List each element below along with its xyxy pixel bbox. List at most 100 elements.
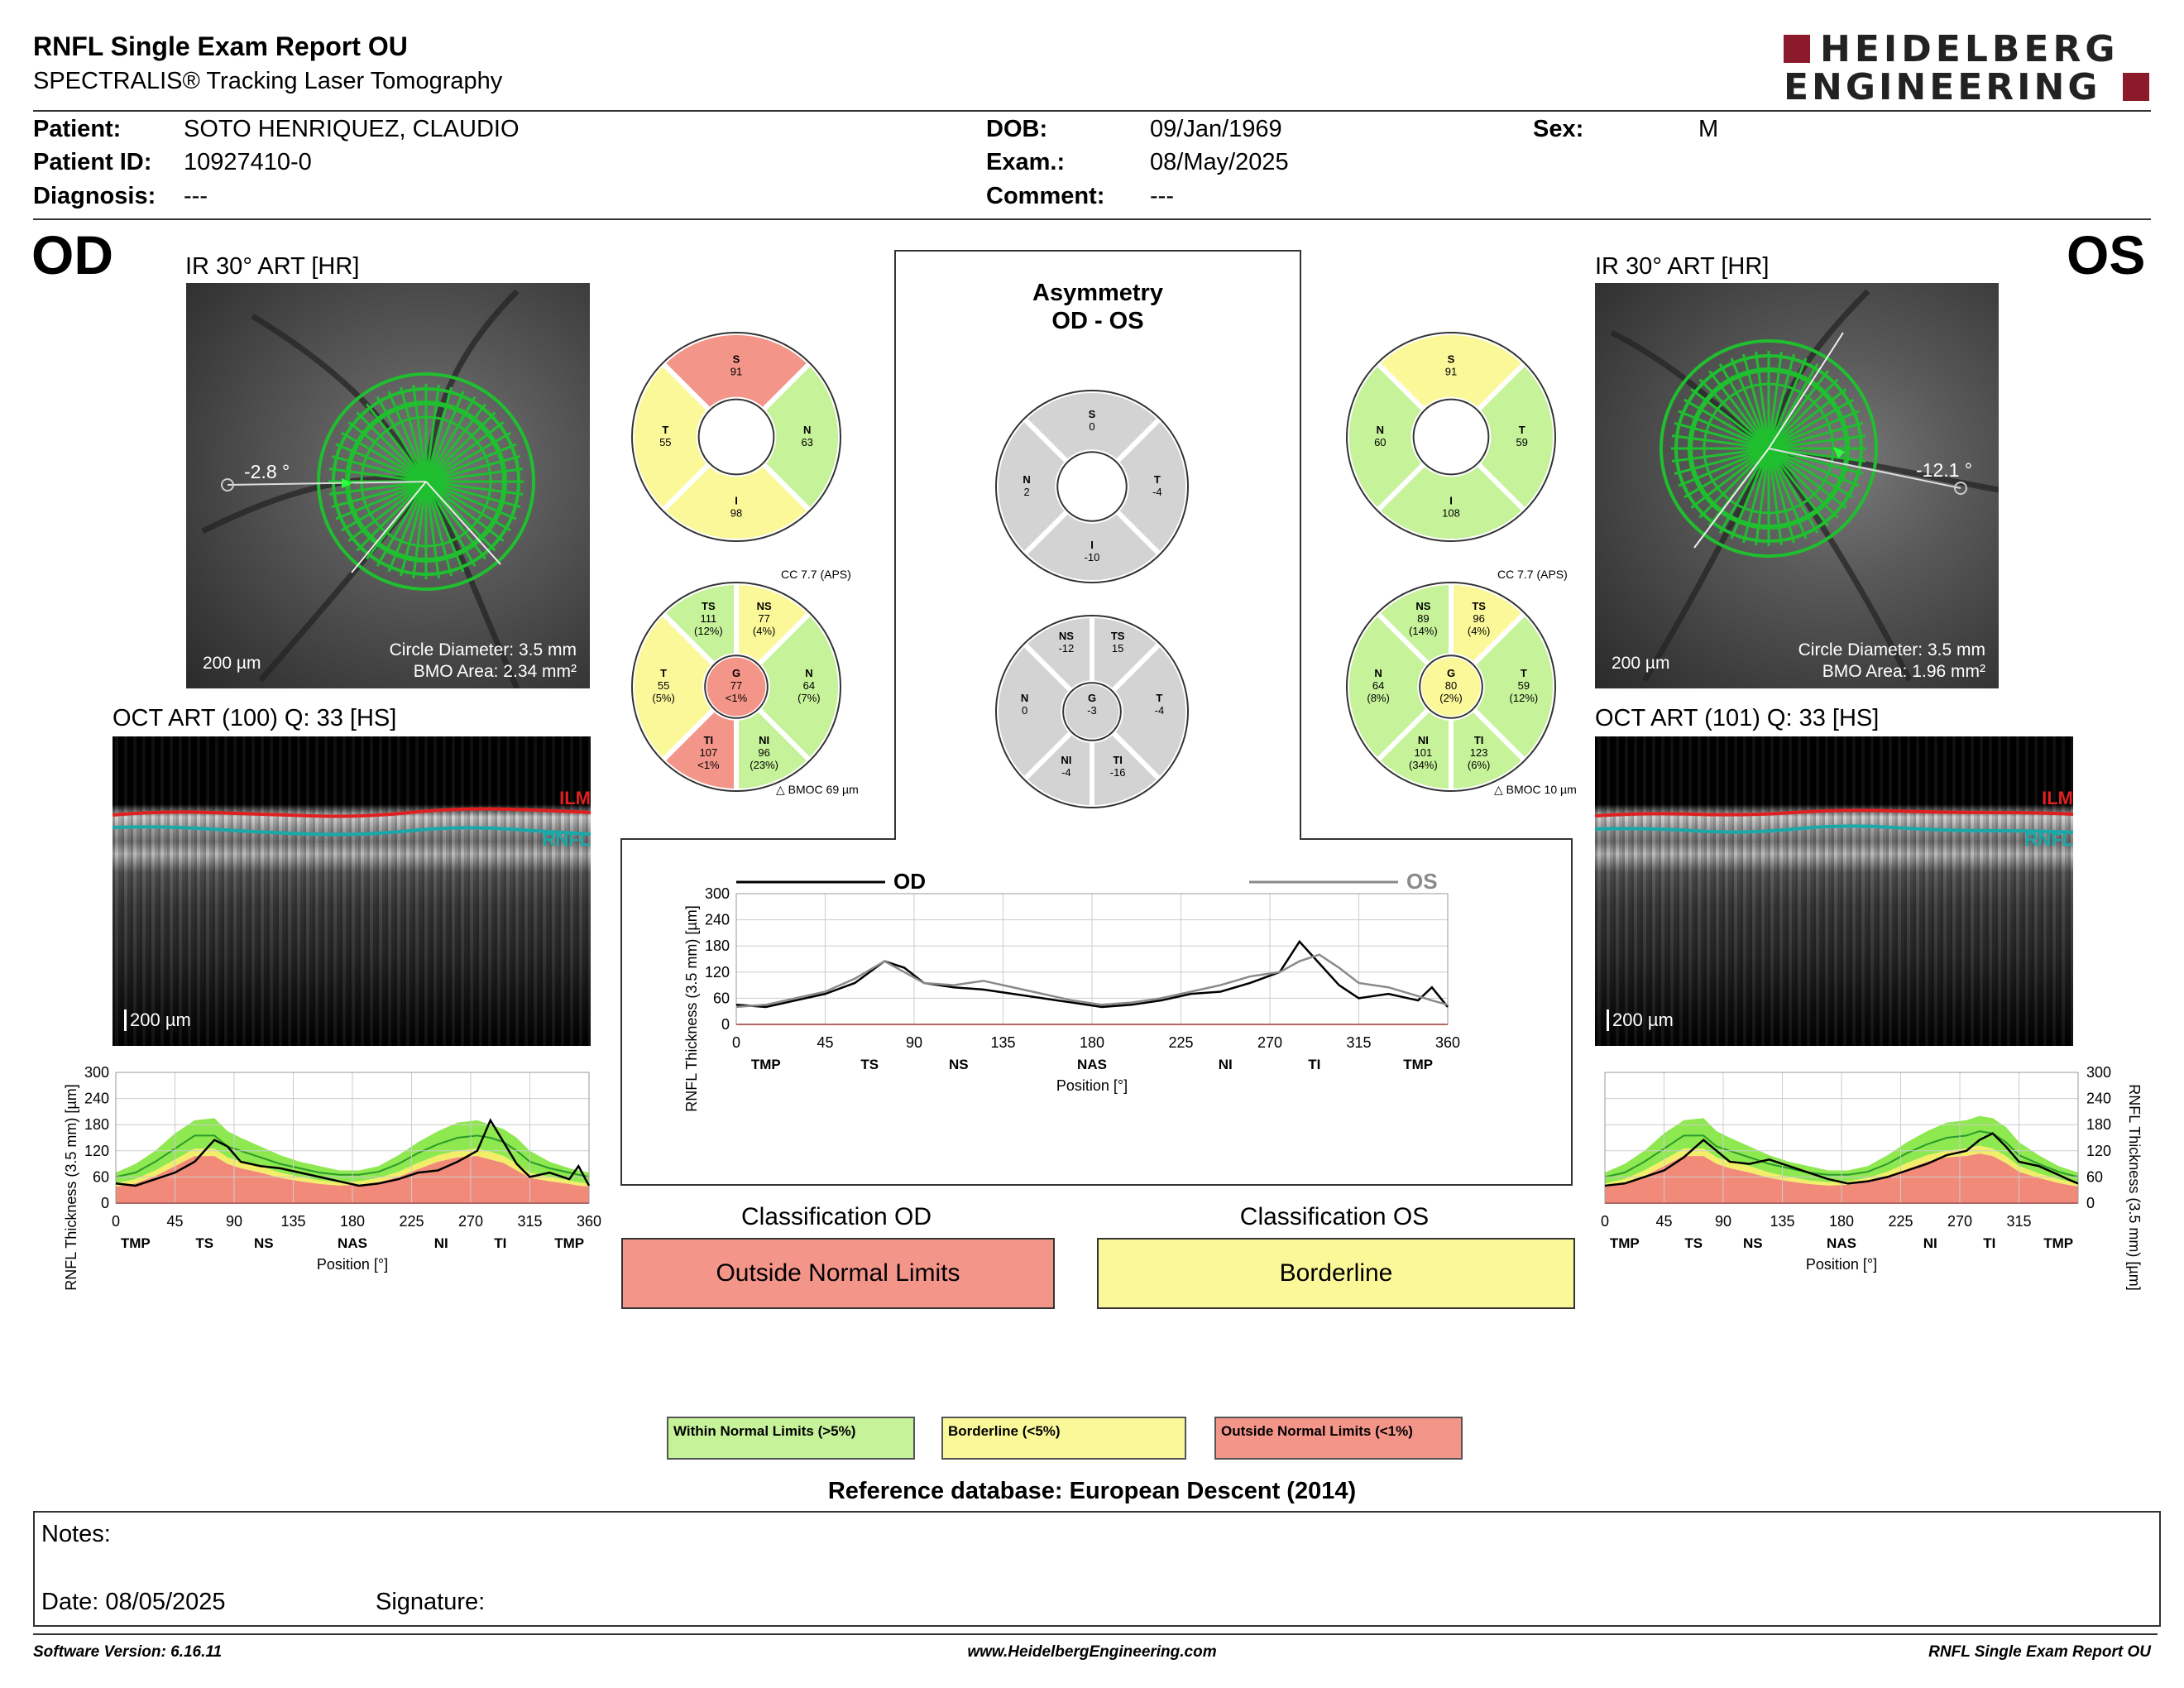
- classification-od-value: Outside Normal Limits: [716, 1259, 960, 1287]
- od-circle-diameter: Circle Diameter: 3.5 mm: [389, 640, 577, 659]
- sector-label-t: T -4: [1155, 692, 1165, 717]
- diagnosis-value: ---: [184, 183, 208, 209]
- sector-label-g: G 80 (2%): [1439, 667, 1462, 704]
- pie-label-n: N 60: [1374, 424, 1386, 448]
- x-tick-label: 180: [1829, 1213, 1854, 1230]
- sector-axis-label: NI: [1219, 1057, 1233, 1072]
- patient-id: 10927410-0: [184, 149, 312, 175]
- sector-label-ni: NI -4: [1061, 754, 1071, 779]
- od-scale: 200 µm: [203, 654, 261, 673]
- y-tick-label: 240: [84, 1091, 109, 1107]
- sector-axis-label: NS: [1743, 1235, 1763, 1251]
- sector-axis-label: NAS: [1077, 1057, 1107, 1072]
- report-title: RNFL Single Exam Report OU: [33, 31, 408, 61]
- plot-frame: [1604, 1072, 2079, 1204]
- x-tick-label: 135: [280, 1213, 305, 1230]
- y-tick-label: 300: [705, 885, 730, 902]
- sector-label-ni: NI 96 (23%): [750, 734, 778, 771]
- pie-label-s: S 91: [1445, 352, 1457, 377]
- pie-label-s: S 91: [730, 352, 742, 377]
- y-tick-label: 60: [2086, 1168, 2103, 1185]
- sector-label-g: G -3: [1087, 692, 1097, 717]
- x-tick-label: 180: [1080, 1034, 1104, 1051]
- od-oct-title: OCT ART (100) Q: 33 [HS]: [113, 705, 397, 731]
- od-sector-pie: NS 77 (4%) N 64 (7%) NI 96 (23%) TI 107 <1% T 55 (5%) T…: [630, 579, 843, 794]
- os-angle: -12.1 °: [1916, 459, 1973, 481]
- asymmetry-subtitle: OD - OS: [1051, 308, 1144, 334]
- asymmetry-title: Asymmetry: [1032, 280, 1163, 306]
- sector-axis-label: TMP: [554, 1235, 584, 1251]
- y-tick-label: 180: [2086, 1116, 2111, 1133]
- od-ilm-label: ILM: [559, 788, 591, 808]
- sector-axis-label: NS: [254, 1235, 274, 1251]
- pie-label-t: T 55: [659, 424, 671, 448]
- os-oct-bscan: ILM RNFL 200 µm: [1595, 736, 2073, 1046]
- footer-divider: [33, 1633, 2158, 1635]
- series-line-os: [735, 953, 1449, 1009]
- x-tick-label: 270: [1257, 1034, 1282, 1051]
- sector-axis-label: TS: [1684, 1235, 1703, 1251]
- y-tick-label: 0: [2086, 1195, 2095, 1211]
- sector-axis-label: NAS: [1827, 1235, 1856, 1251]
- delta-icon: △: [776, 783, 785, 796]
- os-oct-scale: 200 µm: [1607, 1009, 1674, 1031]
- y-tick-label: 300: [84, 1064, 109, 1081]
- x-tick-label: 45: [1655, 1213, 1672, 1230]
- website-link[interactable]: www.HeidelbergEngineering.com: [967, 1643, 1217, 1661]
- os-fundus-image: -12.1 ° 200 µm Circle Diameter: 3.5 mm B…: [1595, 283, 1999, 688]
- x-axis-label: Position [°]: [1056, 1077, 1128, 1094]
- legend-borderline: Borderline (<5%): [941, 1417, 1186, 1460]
- exam-label: Exam.:: [986, 149, 1066, 175]
- y-tick-label: 0: [721, 1016, 730, 1033]
- sex-value: M: [1698, 116, 1719, 142]
- series-line-od: [115, 1118, 591, 1187]
- sector-axis-label: TMP: [751, 1057, 781, 1072]
- od-cc: CC 7.7 (APS): [781, 568, 851, 581]
- x-tick-label: 90: [1715, 1213, 1731, 1230]
- sector-axis-label: NI: [1923, 1235, 1937, 1251]
- plot-frame: [735, 893, 1449, 1025]
- od-quadrant-pie: S 91 N 63 I 98 T 55: [630, 330, 843, 544]
- x-tick-label: 315: [2006, 1213, 2031, 1230]
- os-circle-diameter: Circle Diameter: 3.5 mm: [1798, 640, 1985, 659]
- os-oct-title: OCT ART (101) Q: 33 [HS]: [1595, 705, 1880, 731]
- y-tick-label: 240: [705, 912, 730, 928]
- x-tick-label: 315: [517, 1213, 542, 1230]
- classification-od-box: Outside Normal Limits: [621, 1238, 1055, 1309]
- signature-label: Signature:: [376, 1589, 486, 1615]
- sector-label-ns: NS -12: [1058, 630, 1074, 655]
- sex-label: Sex:: [1533, 116, 1584, 142]
- x-tick-label: 270: [458, 1213, 483, 1230]
- comment-value: ---: [1150, 183, 1174, 209]
- sector-label-ts: TS 15: [1111, 630, 1125, 655]
- classification-os-box: Borderline: [1097, 1238, 1575, 1309]
- os-ilm-label: ILM: [2042, 788, 2073, 808]
- x-tick-label: 360: [577, 1213, 601, 1230]
- report-subtitle: SPECTRALIS® Tracking Laser Tomography: [33, 68, 503, 94]
- sector-axis-label: TMP: [1610, 1235, 1640, 1251]
- sector-label-ns: NS 77 (4%): [753, 600, 775, 637]
- legend-od-label: OD: [893, 869, 926, 894]
- header-divider: [33, 110, 2151, 112]
- y-tick-label: 120: [705, 964, 730, 981]
- sector-axis-label: TMP: [1403, 1057, 1433, 1072]
- x-tick-label: 225: [1888, 1213, 1913, 1230]
- sector-label-ti: TI -16: [1110, 754, 1126, 779]
- asymmetry-thickness-chart: 0 45 90 135 180 225 270 315 360 0 60 120 180 240 300 TM…: [683, 869, 1460, 1112]
- legend-os-label: OS: [1406, 869, 1438, 894]
- sector-label-ti: TI 107 <1%: [697, 734, 720, 771]
- os-eye-label: OS: [2067, 224, 2146, 285]
- sector-axis-label: NI: [434, 1235, 448, 1251]
- os-scale: 200 µm: [1612, 654, 1670, 673]
- os-cc: CC 7.7 (APS): [1497, 568, 1568, 581]
- pie-label-i: I 98: [730, 495, 742, 520]
- legend-within-normal: Within Normal Limits (>5%): [667, 1417, 915, 1460]
- sector-axis-label: TI: [494, 1235, 506, 1251]
- notes-box[interactable]: Notes: Date: 08/05/2025 Signature:: [33, 1511, 2161, 1627]
- footer-report-name: RNFL Single Exam Report OU: [1928, 1643, 2151, 1661]
- os-quadrant-pie: S 91 T 59 I 108 N 60: [1344, 330, 1558, 544]
- sector-label-n: N 64 (8%): [1367, 667, 1389, 704]
